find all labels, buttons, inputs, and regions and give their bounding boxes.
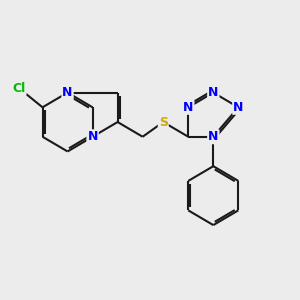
Text: Cl: Cl: [12, 82, 26, 95]
Text: N: N: [183, 101, 194, 114]
Text: N: N: [208, 130, 218, 143]
Text: N: N: [62, 86, 73, 99]
Text: S: S: [159, 116, 168, 128]
Text: N: N: [87, 130, 98, 143]
Text: N: N: [233, 101, 244, 114]
Text: N: N: [208, 86, 218, 99]
